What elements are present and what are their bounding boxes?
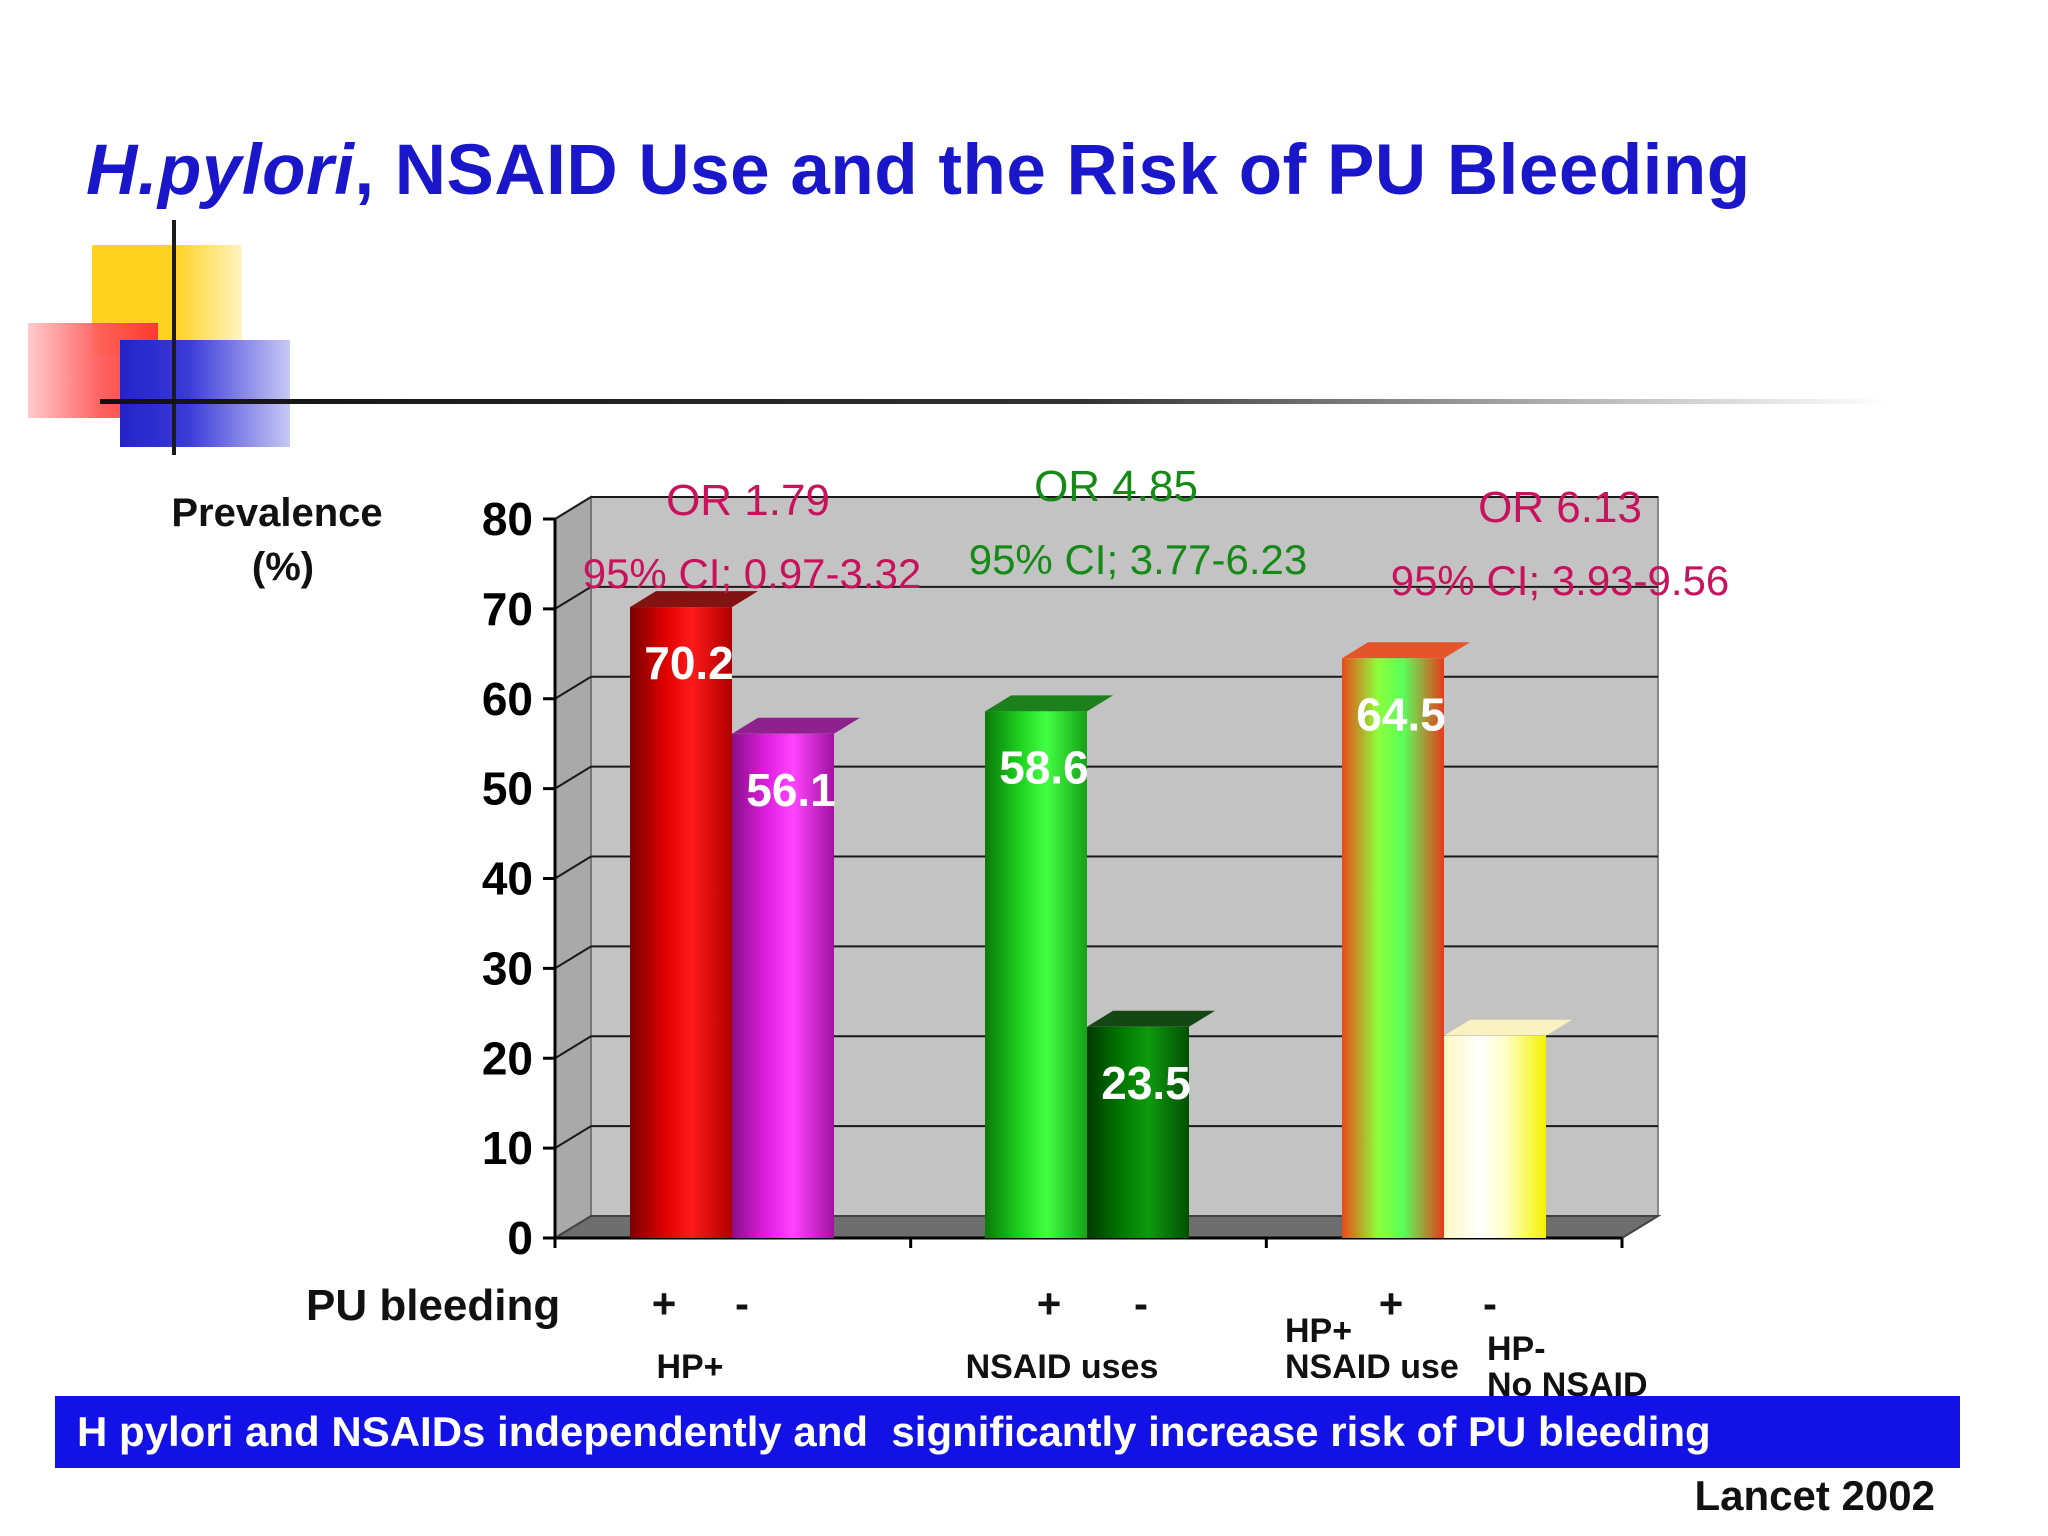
odds-ratio-label: OR 4.85 [1034, 462, 1198, 511]
gridline-side [554, 945, 592, 970]
bar-top-face [985, 695, 1113, 712]
bar-top-face [1342, 642, 1470, 659]
bar-category-label: HP- [1487, 1330, 1546, 1368]
gridline-side [554, 586, 592, 610]
y-tick-label: 0 [507, 1212, 533, 1264]
odds-ratio-label: OR 6.13 [1478, 483, 1642, 532]
slide-title: H.pylori, NSAID Use and the Risk of PU B… [86, 130, 1751, 211]
x-axis-title: PU bleeding [306, 1281, 560, 1330]
bar-value-label: 64.5 [1356, 688, 1446, 740]
gridline-side [554, 1125, 592, 1149]
y-tick-label: 20 [482, 1032, 533, 1084]
bar-top-face [732, 717, 860, 734]
bar-value-label: 58.6 [999, 741, 1089, 793]
pu-bleeding-sign: - [1134, 1280, 1148, 1327]
decor-blue-square [120, 340, 290, 447]
title-italic: H.pylori [86, 131, 355, 210]
decor-horizontal-rule [100, 399, 1890, 404]
bar [732, 733, 834, 1238]
confidence-interval-label: 95% CI; 0.97-3.32 [583, 550, 922, 597]
confidence-interval-label: 95% CI; 3.77-6.23 [969, 536, 1308, 583]
y-tick-label: 10 [482, 1122, 533, 1174]
source-citation: Lancet 2002 [1694, 1472, 1935, 1519]
group-label: NSAID use [1285, 1348, 1459, 1386]
pu-bleeding-sign: + [1379, 1280, 1404, 1327]
conclusion-banner: H pylori and NSAIDs independently and si… [55, 1396, 1960, 1468]
pu-bleeding-sign: - [1483, 1280, 1497, 1327]
y-tick-label: 40 [482, 853, 533, 905]
gridline-side [554, 765, 592, 790]
bar-top-face [1444, 1019, 1572, 1036]
gridline-side [554, 1035, 592, 1060]
group-label: NSAID uses [966, 1348, 1159, 1386]
bar-top-face [630, 591, 758, 608]
y-tick-label: 80 [482, 493, 533, 545]
y-axis-unit: (%) [252, 545, 314, 589]
bar-value-label: 70.2 [644, 637, 734, 689]
gridline-side [554, 855, 592, 880]
bar [1444, 1035, 1546, 1238]
confidence-interval-label: 95% CI; 3.93-9.56 [1391, 557, 1730, 604]
gridline-side [554, 675, 592, 700]
pu-bleeding-sign: - [735, 1280, 749, 1327]
y-tick-label: 60 [482, 673, 533, 725]
group-label: HP+ [1285, 1312, 1352, 1350]
odds-ratio-label: OR 1.79 [666, 476, 830, 525]
y-axis-title: Prevalence [171, 491, 382, 535]
bar-value-label: 23.5 [1101, 1057, 1191, 1109]
pu-bleeding-sign: + [652, 1280, 677, 1327]
y-tick-label: 70 [482, 583, 533, 635]
bar-top-face [1087, 1010, 1215, 1027]
title-rest: , NSAID Use and the Risk of PU Bleeding [354, 131, 1751, 210]
y-tick-label: 50 [482, 763, 533, 815]
bar [985, 711, 1087, 1238]
bar [1087, 1026, 1189, 1238]
bar-value-label: 56.1 [746, 764, 836, 816]
pu-bleeding-sign: + [1037, 1280, 1062, 1327]
y-tick-label: 30 [482, 942, 533, 994]
bar [630, 607, 732, 1238]
decor-vertical-line [172, 220, 176, 455]
gridline-side [554, 496, 592, 520]
group-label: HP+ [656, 1348, 723, 1386]
bar [1342, 658, 1444, 1238]
